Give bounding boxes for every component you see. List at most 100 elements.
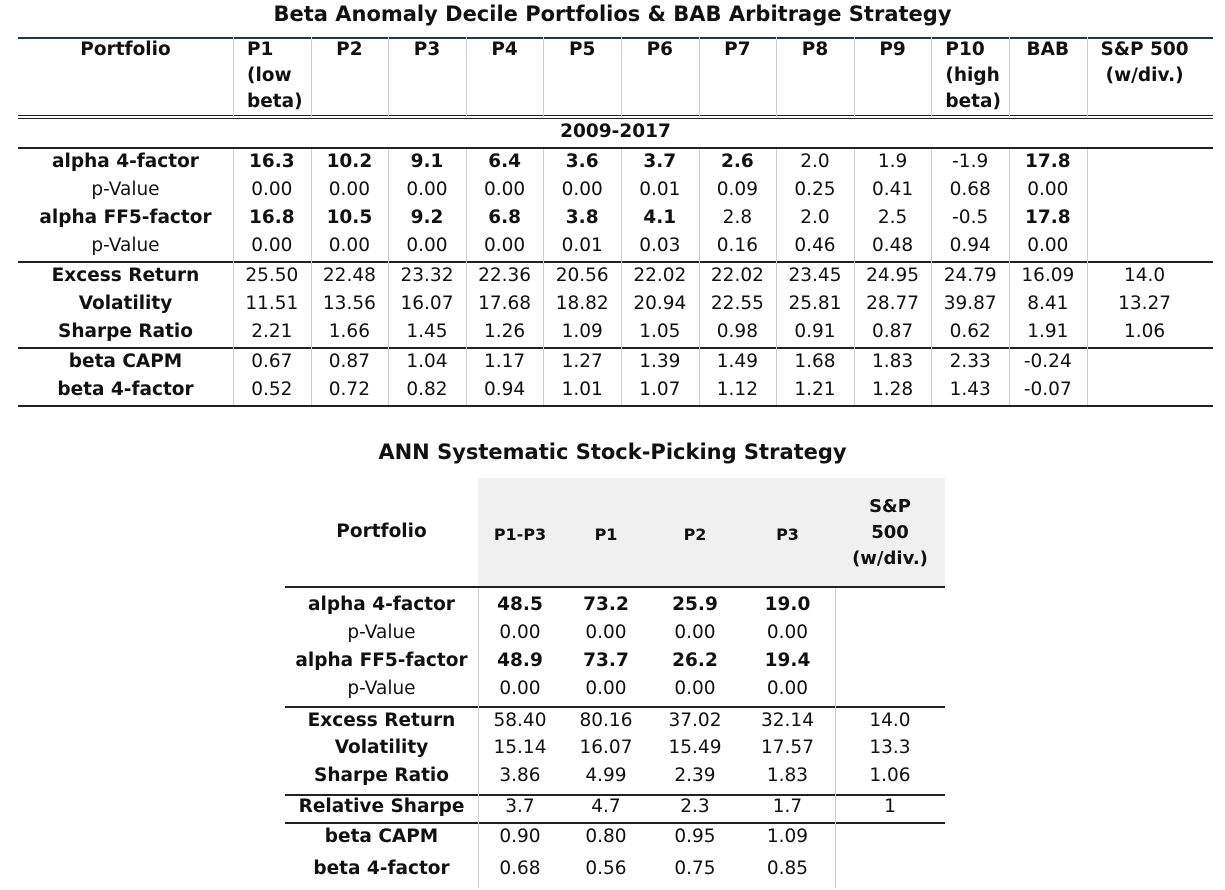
table-cell: 1.06: [1123, 321, 1166, 342]
table-cell: 20.94: [633, 293, 687, 314]
bottom-rule: [18, 405, 1213, 407]
table-cell: 0.67: [251, 351, 293, 372]
table-cell: 25.50: [245, 265, 299, 286]
column-header: P8: [776, 37, 854, 63]
row-label: p-Value: [347, 678, 416, 699]
row-label: alpha FF5-factor: [39, 207, 212, 228]
table-cell: 25.81: [788, 293, 842, 314]
table-cell: 25.9: [672, 594, 718, 615]
beta-anomaly-table: Portfolio P1 (low beta) P2 P3 P4 P5 P6 P7 P8 P9 P10 (…: [18, 37, 1213, 407]
column-divider: [543, 37, 545, 117]
table-cell: 0.01: [639, 179, 681, 200]
table-cell: 16.07: [400, 293, 454, 314]
table-cell: 6.8: [488, 207, 521, 228]
table-cell: 16.8: [248, 207, 295, 228]
table-cell: 3.6: [565, 151, 599, 172]
table-cell: 32.14: [761, 710, 814, 731]
table-cell: 0.85: [766, 858, 809, 879]
table-cell: -0.07: [1023, 379, 1072, 400]
column-header-line: BAB: [1026, 39, 1070, 60]
column-header: P3: [740, 522, 835, 548]
column-header-line: P3: [413, 39, 441, 60]
table-cell: 58.40: [493, 710, 547, 731]
table-cell: 24.95: [866, 265, 920, 286]
section-rule-1: [285, 706, 945, 708]
table-cell: 0.00: [483, 179, 526, 200]
table2-title: ANN Systematic Stock-Picking Strategy: [378, 440, 847, 464]
column-divider: [835, 588, 836, 888]
column-header-line: beta): [945, 91, 1001, 112]
table-cell: 0.00: [328, 179, 370, 200]
column-divider: [233, 37, 234, 117]
row-label: alpha FF5-factor: [295, 650, 468, 671]
row-label: alpha 4-factor: [308, 594, 455, 615]
table-cell: 1.17: [483, 351, 526, 372]
table-cell: 80.16: [579, 710, 633, 731]
table-cell: 2.3: [680, 796, 710, 817]
table-cell: 19.0: [764, 594, 811, 615]
table-cell: 0.87: [328, 351, 370, 372]
table-cell: 0.16: [716, 235, 758, 256]
table-cell: 13.56: [322, 293, 376, 314]
column-header-line: (w/div.): [852, 548, 928, 569]
column-header-line: (low: [247, 65, 292, 86]
table-cell: 0.98: [716, 321, 758, 342]
table-cell: 1.05: [639, 321, 681, 342]
table-cell: 0.56: [585, 858, 627, 879]
column-header: P6: [621, 37, 699, 63]
column-divider: [543, 149, 545, 405]
table-cell: 6.4: [488, 151, 521, 172]
table-cell: 15.14: [493, 737, 547, 758]
table-cell: 9.1: [410, 151, 444, 172]
row-label: Volatility: [78, 293, 173, 314]
table-cell: 1.66: [328, 321, 370, 342]
table-cell: 0.82: [406, 379, 448, 400]
table-cell: 48.5: [497, 594, 543, 615]
table-cell: 16.09: [1021, 265, 1075, 286]
table-cell: 23.45: [788, 265, 842, 286]
table-cell: 39.87: [943, 293, 997, 314]
column-divider: [388, 37, 390, 117]
table-cell: 0.68: [949, 179, 991, 200]
table-cell: 1.49: [716, 351, 758, 372]
corner-label: Portfolio: [336, 521, 427, 542]
table-cell: 22.02: [633, 265, 687, 286]
column-header-line: P9: [879, 39, 906, 60]
table-cell: 1.06: [869, 765, 911, 786]
table-cell: 9.2: [410, 207, 444, 228]
column-header: P1: [562, 522, 650, 548]
column-divider: [621, 37, 622, 117]
row-label: Excess Return: [307, 710, 456, 731]
table-cell: 0.00: [585, 622, 627, 643]
column-divider: [1009, 149, 1010, 405]
table-cell: 0.00: [251, 179, 293, 200]
column-header-line: P2: [683, 525, 707, 544]
table-cell: 0.94: [483, 379, 526, 400]
table-cell: 0.00: [483, 235, 526, 256]
table-cell: 0.00: [328, 235, 370, 256]
table-cell: 0.00: [766, 678, 809, 699]
row-label: alpha 4-factor: [52, 151, 199, 172]
table-cell: 17.68: [478, 293, 532, 314]
column-divider: [931, 37, 933, 117]
column-divider: [698, 149, 700, 405]
row-label: beta 4-factor: [313, 858, 450, 879]
table-cell: 23.32: [400, 265, 454, 286]
table-cell: 1.45: [406, 321, 448, 342]
row-label: Sharpe Ratio: [314, 765, 449, 786]
column-divider: [465, 37, 467, 117]
column-divider: [233, 149, 234, 405]
column-divider: [776, 37, 778, 117]
table-cell: 1.83: [871, 351, 914, 372]
table-cell: 0.75: [674, 858, 716, 879]
table-cell: 1.12: [716, 379, 758, 400]
header-rule: [285, 586, 945, 588]
table-cell: 0.00: [1027, 235, 1069, 256]
table-cell: 13.27: [1118, 293, 1172, 314]
table-cell: 1.26: [483, 321, 526, 342]
table-cell: 19.4: [764, 650, 811, 671]
ann-strategy-table: Portfolio P1-P3 P1 P2 P3 S&P 500 (w/div.) alpha …: [285, 478, 945, 890]
table-cell: 17.8: [1024, 207, 1071, 228]
column-header-line: beta): [247, 91, 303, 112]
column-header: P7: [699, 37, 777, 63]
